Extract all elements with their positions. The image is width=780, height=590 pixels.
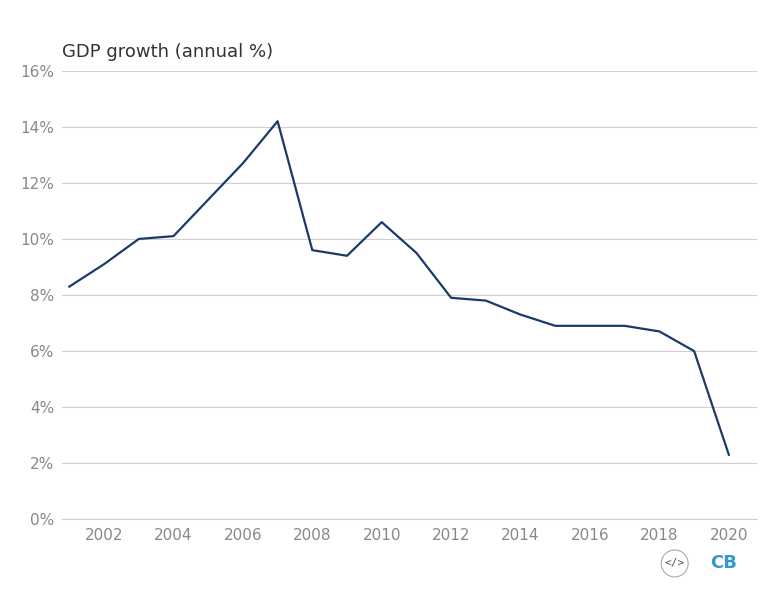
Text: </>: </> <box>665 559 685 568</box>
Text: GDP growth (annual %): GDP growth (annual %) <box>62 43 274 61</box>
Text: CB: CB <box>711 555 737 572</box>
